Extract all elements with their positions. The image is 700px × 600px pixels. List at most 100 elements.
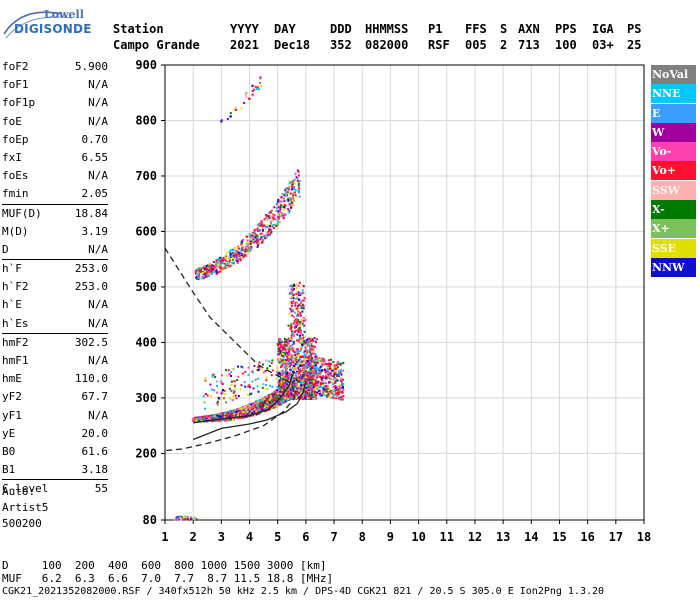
echo-point bbox=[333, 393, 336, 396]
echo-point bbox=[283, 347, 286, 350]
echo-point bbox=[281, 383, 284, 386]
echo-point bbox=[277, 221, 280, 224]
echo-point bbox=[287, 397, 290, 400]
echo-point bbox=[239, 251, 242, 254]
y-tick-label: 600 bbox=[135, 224, 157, 238]
echo-point bbox=[269, 219, 272, 222]
echo-point bbox=[304, 379, 307, 382]
y-tick-label: 400 bbox=[135, 335, 157, 349]
echo-point bbox=[222, 267, 225, 270]
echo-point bbox=[277, 198, 280, 201]
echo-point bbox=[270, 393, 273, 396]
header-value-axn: 713 bbox=[518, 38, 540, 52]
echo-point bbox=[245, 408, 248, 411]
echo-point bbox=[257, 229, 260, 232]
parameter-row: h`Es N/A bbox=[2, 315, 108, 333]
echo-point bbox=[326, 396, 329, 399]
echo-point bbox=[318, 393, 321, 396]
echo-point bbox=[280, 378, 283, 381]
parameter-name: hmF1 bbox=[2, 354, 29, 367]
echo-point bbox=[270, 230, 273, 233]
parameter-name: foEs bbox=[2, 169, 29, 183]
echo-point bbox=[301, 356, 304, 359]
echo-point bbox=[324, 381, 327, 384]
echo-point bbox=[275, 404, 278, 407]
echo-point bbox=[307, 349, 310, 352]
echo-point bbox=[258, 361, 261, 364]
echo-point bbox=[312, 386, 315, 388]
y-tick-label: 200 bbox=[135, 446, 157, 460]
echo-point bbox=[280, 390, 283, 393]
echo-point bbox=[201, 275, 204, 278]
echo-point bbox=[194, 270, 197, 273]
echo-point bbox=[244, 370, 247, 373]
echo-point bbox=[294, 353, 297, 356]
echo-point bbox=[257, 367, 260, 370]
echo-point bbox=[310, 378, 313, 381]
header-label-pps: PPS bbox=[555, 22, 577, 36]
echo-point bbox=[293, 191, 296, 194]
echo-point bbox=[282, 379, 285, 382]
echo-point bbox=[300, 307, 303, 310]
echo-point bbox=[335, 394, 338, 397]
parameter-name: foF2 bbox=[2, 60, 29, 73]
echo-point bbox=[298, 395, 301, 398]
parameter-name: D bbox=[2, 242, 9, 256]
echo-point bbox=[335, 367, 338, 370]
echo-point bbox=[300, 368, 303, 371]
legend-item-vominus: Vo- bbox=[651, 142, 696, 162]
echo-point bbox=[324, 377, 327, 380]
echo-point bbox=[300, 346, 303, 349]
echo-point bbox=[241, 372, 244, 375]
echo-point bbox=[258, 409, 261, 412]
echo-point bbox=[310, 361, 313, 364]
echo-point bbox=[285, 359, 287, 362]
echo-point bbox=[295, 325, 298, 328]
echo-point bbox=[296, 348, 299, 351]
echo-point bbox=[273, 218, 276, 220]
echo-point bbox=[292, 341, 295, 344]
echo-point bbox=[300, 388, 303, 391]
parameter-value: 3.18 bbox=[81, 463, 109, 477]
echo-point bbox=[196, 272, 199, 275]
echo-point bbox=[190, 517, 193, 520]
auto-artist: Artist5 bbox=[2, 501, 49, 514]
echo-point bbox=[262, 371, 265, 374]
echo-point bbox=[204, 266, 207, 269]
echo-point bbox=[207, 417, 209, 420]
echo-point bbox=[278, 358, 281, 360]
echo-point bbox=[292, 180, 295, 183]
parameter-value: 2.05 bbox=[81, 187, 109, 201]
echo-point bbox=[313, 379, 316, 382]
echo-point bbox=[291, 331, 294, 334]
echo-point bbox=[265, 214, 268, 217]
echo-point bbox=[292, 329, 295, 332]
echo-point bbox=[233, 256, 236, 259]
echo-point bbox=[209, 416, 212, 419]
echo-point bbox=[243, 253, 246, 256]
echo-point bbox=[291, 304, 293, 307]
echo-point bbox=[287, 390, 290, 393]
parameter-name: yF2 bbox=[2, 390, 22, 404]
echo-point bbox=[274, 392, 277, 395]
echo-point bbox=[299, 364, 302, 367]
echo-point bbox=[301, 369, 304, 372]
echo-point bbox=[266, 403, 269, 406]
echo-point bbox=[276, 386, 279, 389]
echo-point bbox=[291, 289, 294, 291]
solid-profile-curve bbox=[192, 381, 307, 441]
echo-point bbox=[222, 392, 225, 395]
echo-point bbox=[342, 383, 345, 385]
echo-point bbox=[317, 380, 320, 383]
echo-point bbox=[283, 360, 286, 363]
echo-point bbox=[298, 191, 300, 194]
echo-point bbox=[260, 368, 263, 371]
header-value-iga: 03+ bbox=[592, 38, 614, 52]
echo-point bbox=[179, 518, 182, 521]
echo-point bbox=[301, 393, 304, 396]
echo-point bbox=[314, 397, 317, 400]
echo-point bbox=[301, 289, 304, 292]
echo-point bbox=[264, 402, 267, 405]
echo-point bbox=[276, 206, 278, 209]
echo-point bbox=[277, 212, 280, 215]
